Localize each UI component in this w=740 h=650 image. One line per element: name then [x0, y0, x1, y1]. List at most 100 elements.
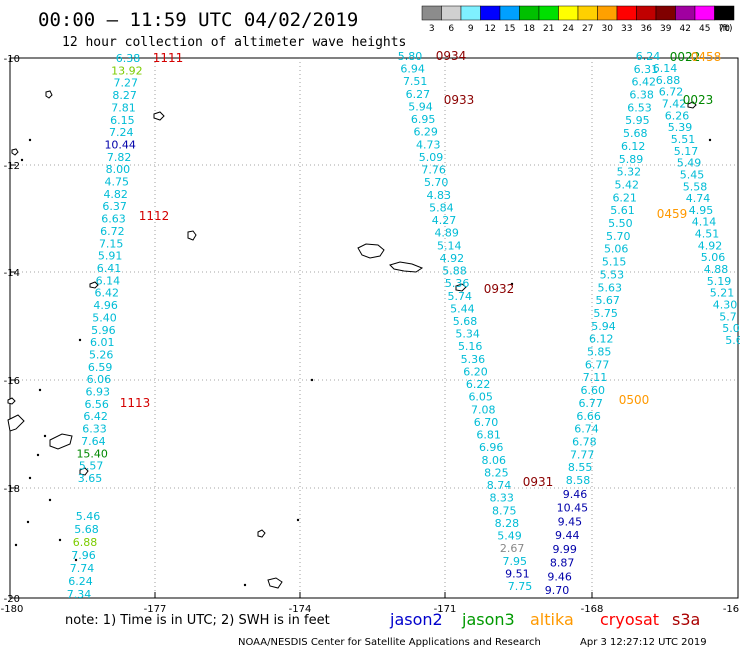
wave-height-value: 6.53	[627, 101, 652, 114]
wave-height-value: 6.41	[97, 262, 122, 275]
legend-tick-label: 33	[621, 24, 632, 34]
wave-height-value: 6.12	[589, 333, 614, 346]
legend-tick-label: 6	[448, 24, 454, 34]
wave-height-value: 8.58	[566, 474, 591, 487]
legend-tick-label: 15	[504, 24, 515, 34]
wave-height-value: 8.28	[495, 517, 520, 530]
wave-height-value: 6.60	[581, 384, 606, 397]
wave-height-value: 6.21	[612, 191, 637, 204]
wave-height-value: 5.49	[677, 157, 702, 170]
wave-height-value: 5.42	[615, 179, 640, 192]
wave-height-value: 6.14	[653, 62, 678, 75]
wave-height-value: 5.14	[437, 239, 462, 252]
lat-label: -20	[4, 594, 20, 605]
legend-tick-label: 45	[699, 24, 710, 34]
wave-height-value: 5.36	[445, 277, 470, 290]
map-title: 00:00 – 11:59 UTC 04/02/2019	[38, 9, 358, 31]
tick-marks	[10, 164, 593, 598]
wave-height-value: 6.05	[468, 391, 493, 404]
legend-tick-label: 21	[543, 24, 554, 34]
legend-swatch	[460, 5, 481, 21]
wave-height-value: 9.45	[558, 515, 583, 528]
pass-time-label: 0934	[436, 49, 467, 63]
legend-swatch	[597, 5, 618, 21]
islet	[74, 558, 78, 562]
wave-height-value: 6.24	[68, 575, 93, 588]
wave-height-value: 6.77	[585, 358, 610, 371]
wave-height-value: 8.25	[484, 466, 509, 479]
wave-height-value: 7.51	[403, 75, 428, 88]
island-small-c	[455, 283, 467, 292]
legend-swatch	[675, 5, 696, 21]
wave-height-value: 9.70	[545, 584, 570, 597]
satellite-legend-s3a: s3a	[672, 610, 700, 629]
wave-height-value: 6.15	[110, 114, 135, 127]
legend-swatch	[694, 5, 715, 21]
wave-height-value: 7.08	[471, 403, 496, 416]
pass-time-label: 1112	[139, 209, 170, 223]
lat-axis-labels: -10 -12 -14 -16 -18 -20	[4, 54, 20, 605]
wave-height-value: 5.7	[719, 310, 737, 323]
wave-height-value: 5.40	[92, 311, 117, 324]
wave-height-value: 6.20	[463, 366, 488, 379]
legend-tick-label: 42	[680, 24, 691, 34]
wave-height-value: 4.92	[698, 239, 723, 252]
wave-height-value: 4.83	[427, 189, 452, 202]
wave-height-value: 5.74	[448, 290, 473, 303]
wave-height-value: 9.44	[555, 529, 580, 542]
legend-swatch	[499, 5, 520, 21]
wave-height-value: 6.56	[84, 398, 109, 411]
islet	[38, 388, 42, 392]
wave-height-value: 6.01	[90, 336, 115, 349]
island-small-g	[7, 397, 16, 405]
lon-label: -174	[289, 604, 312, 615]
wave-height-value: 6.31	[634, 63, 659, 76]
wave-height-value: 5.17	[674, 145, 699, 158]
wave-height-value: 8.27	[112, 89, 137, 102]
pass-time-label: 0931	[523, 475, 554, 489]
islands	[7, 90, 697, 589]
wave-height-value: 8.75	[492, 504, 517, 517]
island-samoa-upolu	[389, 261, 424, 273]
wave-height-value: 6.95	[411, 113, 436, 126]
legend-tick-label: 36	[641, 24, 653, 34]
wave-height-value: 7.34	[67, 588, 92, 601]
legend-swatch	[538, 5, 559, 21]
color-scale-legend: 3 6 9 12 15 18 21 24 27 30 33 36 39 42 45 70	[421, 5, 735, 34]
wave-height-value: 5.26	[89, 349, 114, 362]
wave-height-value: 8.33	[489, 492, 514, 505]
island-tonga-a	[267, 577, 283, 589]
wave-height-value: 6.63	[101, 213, 126, 226]
wave-height-value: 6.42	[632, 76, 657, 89]
wave-height-value: 7.42	[662, 98, 687, 111]
wave-height-value: 4.73	[416, 138, 441, 151]
wave-height-value: 5.85	[587, 346, 612, 359]
pass-time-label: 1113	[120, 396, 151, 410]
grid-lines	[10, 58, 738, 598]
island-small-f	[79, 467, 89, 476]
wave-height-value: 5.15	[602, 256, 627, 269]
island-samoa-savaii	[357, 243, 385, 259]
lat-label: -16	[4, 376, 20, 387]
legend-swatch	[636, 5, 657, 21]
wave-height-value: 2.67	[500, 542, 525, 555]
wave-height-value: 7.76	[421, 164, 446, 177]
wave-height-value: 5.68	[623, 127, 648, 140]
islet	[296, 518, 300, 522]
islet	[43, 434, 47, 438]
legend-tick-label: 9	[468, 24, 474, 34]
legend-tick-label: 27	[582, 24, 593, 34]
wave-height-value: 5.94	[591, 320, 616, 333]
legend-swatch	[714, 5, 735, 21]
legend-swatch	[655, 5, 676, 21]
wave-height-value: 5.06	[604, 243, 629, 256]
islet	[28, 138, 32, 142]
legend-tick-label: 3	[429, 24, 435, 34]
legend-tick-label: 18	[524, 24, 536, 34]
island-small-e	[257, 529, 266, 538]
wave-height-value: 5.75	[593, 307, 618, 320]
satellite-legend: jason2 jason3 altika cryosat s3a	[389, 610, 700, 629]
wave-height-value: 5.39	[668, 121, 693, 134]
pass-time-label: 0933	[444, 93, 475, 107]
map-frame	[9, 57, 739, 599]
